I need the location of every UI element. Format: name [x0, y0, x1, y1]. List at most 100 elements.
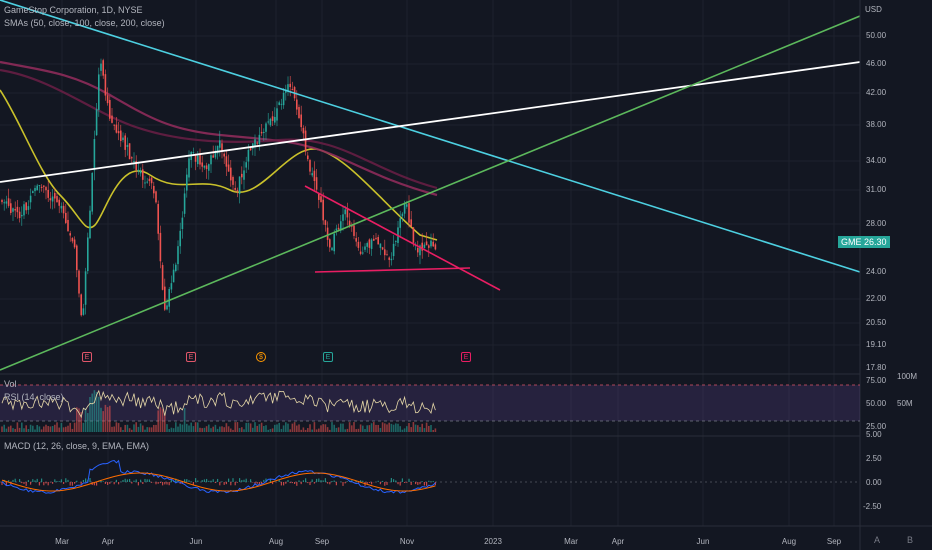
candle-body: [370, 239, 373, 249]
macd-histogram-bar: [157, 482, 159, 484]
macd-histogram-bar: [379, 482, 381, 485]
macd-histogram-bar: [225, 482, 227, 485]
macd-histogram-bar: [201, 480, 203, 482]
volume-bar: [98, 396, 100, 432]
volume-bar: [373, 422, 375, 432]
macd-histogram-bar: [331, 481, 333, 482]
candle-body: [432, 241, 434, 247]
earnings-marker[interactable]: E: [186, 352, 196, 362]
candle-body: [54, 192, 56, 199]
volume-bar: [359, 424, 362, 432]
macd-histogram-bar: [159, 482, 161, 484]
macd-tick: 2.50: [866, 454, 882, 463]
macd-histogram-bar: [421, 481, 423, 482]
candle-body: [375, 237, 377, 239]
candle-body: [122, 137, 124, 141]
volume-bar: [252, 427, 254, 432]
candle-body: [98, 74, 100, 110]
time-label: Jun: [697, 537, 710, 546]
volume-bar: [278, 422, 280, 432]
volume-bar: [395, 423, 397, 432]
candle-body: [137, 169, 140, 172]
candle-body: [78, 270, 80, 294]
macd-histogram-bar: [250, 479, 252, 482]
volume-bar: [139, 423, 142, 432]
candle-body: [208, 164, 210, 171]
candle-body: [346, 208, 349, 218]
macd-histogram-bar: [258, 482, 260, 485]
volume-bar: [260, 422, 263, 432]
candle-body: [408, 203, 410, 223]
log-scale-button[interactable]: B: [906, 535, 913, 545]
candle-body: [406, 204, 408, 207]
candle-body: [214, 150, 217, 158]
volume-bar: [3, 424, 5, 432]
volume-bar: [346, 428, 349, 432]
rsi-tick: 25.00: [866, 422, 887, 431]
volume-bar: [172, 428, 175, 432]
volume-bar: [69, 422, 71, 432]
macd-histogram-bar: [166, 482, 168, 485]
macd-histogram-bar: [415, 482, 417, 485]
volume-bar: [89, 396, 91, 432]
volume-bar: [285, 422, 287, 432]
rsi-legend[interactable]: RSI (14, close): [4, 392, 64, 402]
price-tick: 31.00: [866, 185, 887, 194]
macd-histogram-bar: [148, 479, 150, 482]
candle-body: [260, 131, 263, 134]
macd-histogram-bar: [142, 482, 144, 485]
macd-histogram-bar: [212, 479, 214, 482]
volume-bar: [263, 425, 265, 432]
macd-histogram-bar: [324, 478, 326, 482]
candle-body: [135, 161, 137, 170]
macd-histogram-bar: [357, 482, 359, 483]
rsi-line: [1, 389, 436, 419]
macd-histogram-bar: [126, 479, 128, 482]
volume-bar: [379, 427, 382, 432]
auto-scale-button[interactable]: A: [873, 535, 880, 545]
volume-bar: [58, 427, 60, 432]
macd-histogram-bar: [428, 480, 430, 482]
dividend-marker[interactable]: $: [256, 352, 266, 362]
candle-body: [342, 214, 344, 221]
volume-bar: [208, 424, 210, 432]
macd-histogram-bar: [239, 478, 241, 482]
volume-bar: [300, 429, 302, 432]
volume-bar: [241, 427, 243, 432]
sma-legend[interactable]: SMAs (50, close, 100, close, 200, close): [4, 18, 165, 28]
volume-bar: [410, 427, 412, 432]
candle-body: [133, 161, 135, 163]
currency-label: USD: [865, 5, 882, 14]
candle-body: [311, 173, 313, 176]
volume-bar: [155, 424, 157, 432]
time-label: Sep: [827, 537, 842, 546]
volume-bar: [71, 428, 74, 432]
macd-histogram-bar: [333, 480, 335, 482]
earnings-marker[interactable]: E: [461, 352, 471, 362]
macd-histogram-bar: [256, 482, 258, 484]
macd-histogram-bar: [144, 478, 146, 482]
macd-legend[interactable]: MACD (12, 26, close, 9, EMA, EMA): [4, 441, 150, 451]
macd-histogram-bar: [14, 478, 16, 482]
candle-body: [199, 153, 201, 165]
macd-histogram-bar: [289, 482, 291, 484]
candle-body: [249, 147, 252, 151]
volume-bar: [214, 424, 217, 432]
volume-legend[interactable]: Vol: [4, 379, 17, 389]
volume-bar: [344, 429, 346, 432]
candle-body: [177, 246, 179, 265]
earnings-marker[interactable]: E: [82, 352, 92, 362]
macd-histogram-bar: [54, 479, 56, 482]
trendlines[interactable]: [0, 0, 861, 371]
white-trendline: [0, 61, 861, 183]
earnings-marker[interactable]: E: [323, 352, 333, 362]
time-label: 2023: [484, 537, 502, 546]
volume-bar: [80, 411, 82, 432]
macd-histogram-bar: [192, 482, 194, 486]
macd-histogram-bar: [346, 481, 348, 482]
candle-body: [146, 181, 148, 183]
candle-body: [93, 139, 96, 171]
macd-histogram-bar: [316, 478, 318, 482]
symbol-title[interactable]: GameStop Corporation, 1D, NYSE: [4, 5, 143, 15]
